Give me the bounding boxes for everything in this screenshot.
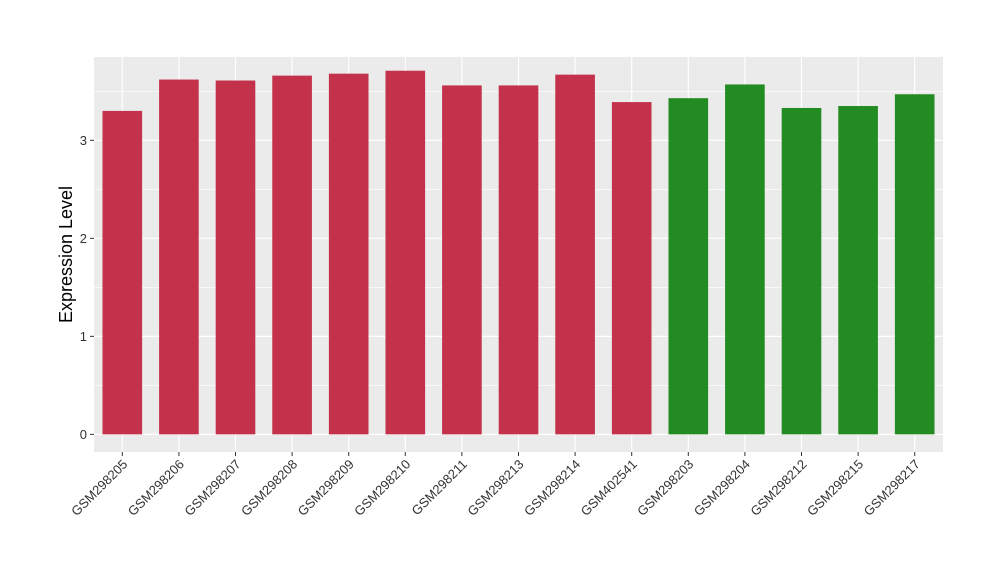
- bar-GSM298214: [555, 74, 595, 435]
- x-tick-label: GSM298208: [238, 457, 300, 519]
- bar-GSM298210: [385, 70, 426, 435]
- x-axis: GSM298205GSM298206GSM298207GSM298208GSM2…: [68, 452, 923, 519]
- bar-GSM298207: [215, 80, 256, 435]
- x-tick-label: GSM298205: [68, 457, 130, 519]
- bar-GSM298215: [838, 106, 878, 435]
- bar-GSM298204: [725, 84, 765, 435]
- x-tick-label: GSM298203: [634, 457, 696, 519]
- x-tick-label: GSM298217: [861, 457, 923, 519]
- x-tick-label: GSM298213: [464, 457, 526, 519]
- x-tick-label: GSM298209: [295, 457, 357, 519]
- y-axis: 0 1 2 3: [80, 133, 94, 442]
- x-tick-label: GSM402541: [578, 457, 640, 519]
- x-tick-label: GSM298215: [804, 457, 866, 519]
- x-tick-label: GSM298204: [691, 457, 753, 519]
- x-tick-label: GSM298207: [181, 457, 243, 519]
- y-tick-label: 2: [80, 231, 87, 246]
- bars: [102, 70, 935, 435]
- bar-GSM298212: [781, 107, 822, 435]
- bar-GSM298208: [272, 75, 312, 435]
- y-axis-title: Expression Level: [56, 186, 76, 323]
- x-tick-label: GSM298206: [125, 457, 187, 519]
- bar-GSM298213: [498, 85, 539, 435]
- bar-GSM298217: [894, 94, 935, 435]
- y-tick-label: 0: [80, 427, 87, 442]
- x-tick-label: GSM298210: [351, 457, 413, 519]
- y-tick-label: 1: [80, 329, 87, 344]
- bar-GSM402541: [611, 102, 652, 435]
- x-tick-label: GSM298211: [408, 457, 470, 519]
- bar-GSM298211: [442, 85, 482, 435]
- bar-GSM298205: [102, 110, 143, 435]
- x-tick-label: GSM298212: [747, 457, 809, 519]
- bar-GSM298203: [668, 98, 709, 435]
- bar-GSM298206: [159, 79, 199, 435]
- x-tick-label: GSM298214: [521, 457, 583, 519]
- bar-GSM298209: [328, 73, 369, 435]
- y-tick-label: 3: [80, 133, 87, 148]
